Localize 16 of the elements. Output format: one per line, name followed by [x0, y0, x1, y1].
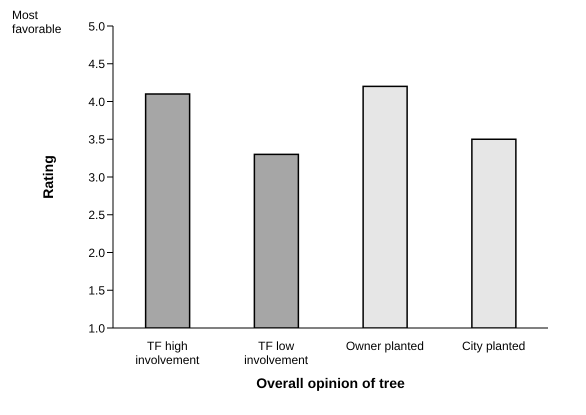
- x-tick-label: TF high involvement: [135, 339, 200, 367]
- x-tick-label: TF low involvement: [244, 339, 309, 367]
- y-tick-label: 4.0: [88, 94, 106, 109]
- y-axis-title: Rating: [40, 155, 56, 199]
- y-tick-label: 2.5: [88, 208, 106, 222]
- y-tick-label: 3.5: [88, 132, 106, 147]
- y-tick-label: 2.0: [88, 246, 106, 260]
- y-tick-label: 5.0: [88, 19, 106, 34]
- y-tick-label: 1.0: [88, 321, 106, 336]
- text: Most favorable: [12, 8, 62, 36]
- x-tick-label: City planted: [462, 339, 526, 353]
- x-axis-title: Overall opinion of tree: [256, 375, 405, 391]
- y-tick-label: 4.5: [88, 57, 106, 72]
- y-tick-label: 3.0: [88, 170, 106, 184]
- y-tick-label: 1.5: [88, 284, 106, 298]
- x-tick-label: Owner planted: [346, 339, 424, 353]
